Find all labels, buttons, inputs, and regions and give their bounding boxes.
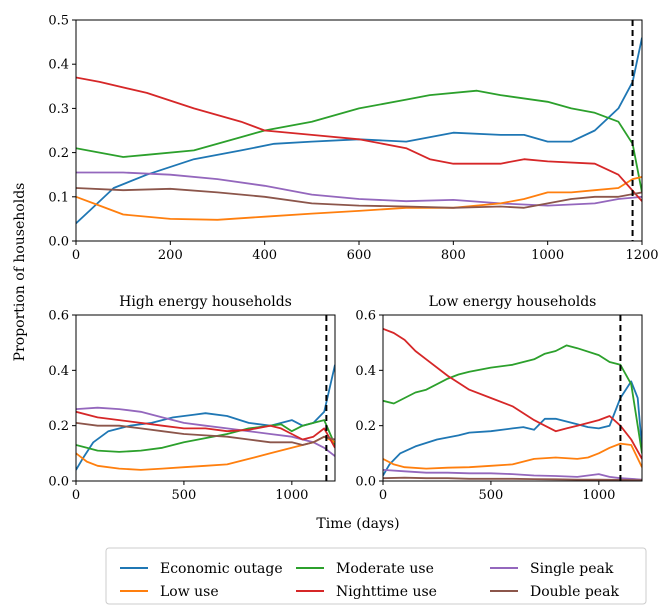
series-line-single-peak — [76, 406, 335, 457]
legend-entry-economic-outage: Economic outage — [120, 561, 283, 577]
x-tick-label: 800 — [441, 248, 466, 263]
legend-entry-double-peak: Double peak — [490, 584, 619, 600]
figure-ylabel: Proportion of households — [12, 183, 28, 362]
legend-label: Moderate use — [336, 561, 434, 577]
legend-label: Economic outage — [160, 561, 283, 577]
panel-high-energy: 0 500 1000 0.0 0.2 0.4 0.6 High energy househol… — [48, 294, 336, 503]
x-tick-label: 0 — [72, 248, 80, 263]
legend-entry-nighttime-use: Nighttime use — [296, 584, 437, 600]
y-tick-label: 0.4 — [48, 58, 69, 73]
series-line-nighttime-use — [383, 327, 642, 460]
series-line-economic-outage — [76, 37, 642, 224]
y-tick-label: 0.0 — [355, 475, 376, 490]
x-tick-label: 200 — [158, 248, 183, 263]
series-line-moderate-use — [76, 89, 642, 193]
series-lines — [76, 37, 642, 224]
y-tick-label: 0.4 — [48, 364, 69, 379]
y-tick-label: 0.2 — [355, 419, 376, 434]
x-tick-label: 500 — [479, 488, 504, 503]
legend: Economic outage Low use Moderate use Nig… — [105, 547, 647, 605]
legend-entry-single-peak: Single peak — [490, 561, 614, 577]
y-tick-label: 0.2 — [48, 146, 69, 161]
y-tick-label: 0.6 — [48, 309, 69, 324]
axes-frame — [75, 314, 336, 482]
series-line-double-peak — [76, 187, 642, 209]
y-tick-label: 0.0 — [48, 235, 69, 250]
series-line-low-use — [383, 442, 642, 470]
series-line-economic-outage — [383, 380, 642, 476]
x-tick-label: 1200 — [625, 248, 658, 263]
series-line-double-peak — [383, 476, 642, 481]
axes-frame — [75, 19, 643, 242]
figure-xlabel: Time (days) — [316, 516, 399, 532]
y-tick-label: 0.4 — [355, 364, 376, 379]
series-lines — [76, 364, 335, 471]
legend-entry-moderate-use: Moderate use — [296, 561, 434, 577]
legend-label: Double peak — [530, 584, 619, 600]
series-line-nighttime-use — [76, 410, 335, 449]
series-line-moderate-use — [383, 344, 642, 454]
x-tick-label: 0 — [379, 488, 387, 503]
panel-main: 0 200 400 600 800 1000 1200 0.0 0.1 0.2 0.3 0.4 0.5 — [48, 14, 658, 264]
legend-entry-low-use: Low use — [120, 584, 219, 600]
y-tick-label: 0.6 — [355, 309, 376, 324]
series-line-economic-outage — [76, 364, 335, 471]
x-tick-label: 1000 — [531, 248, 564, 263]
legend-label: Nighttime use — [336, 584, 437, 600]
y-tick-label: 0.3 — [48, 102, 69, 117]
x-tick-label: 1000 — [582, 488, 615, 503]
x-tick-label: 0 — [72, 488, 80, 503]
x-tick-label: 400 — [252, 248, 277, 263]
x-tick-label: 600 — [347, 248, 372, 263]
x-tick-label: 1000 — [275, 488, 308, 503]
series-line-moderate-use — [76, 419, 335, 453]
panel-low-energy: 0 500 1000 0.0 0.2 0.4 0.6 Low energy household… — [355, 294, 643, 503]
series-line-single-peak — [383, 469, 642, 481]
legend-label: Low use — [160, 584, 219, 600]
y-tick-label: 0.2 — [48, 419, 69, 434]
series-lines — [383, 327, 642, 481]
axes-frame — [382, 314, 643, 482]
panel-title: Low energy households — [429, 294, 597, 310]
y-tick-label: 0.0 — [48, 475, 69, 490]
series-line-nighttime-use — [76, 76, 642, 202]
legend-label: Single peak — [530, 561, 614, 577]
x-tick-label: 500 — [172, 488, 197, 503]
y-tick-label: 0.1 — [48, 190, 69, 205]
series-line-double-peak — [76, 422, 335, 446]
y-tick-label: 0.5 — [48, 14, 69, 29]
panel-title: High energy households — [119, 294, 292, 310]
series-line-low-use — [76, 435, 335, 471]
series-line-single-peak — [76, 171, 642, 207]
